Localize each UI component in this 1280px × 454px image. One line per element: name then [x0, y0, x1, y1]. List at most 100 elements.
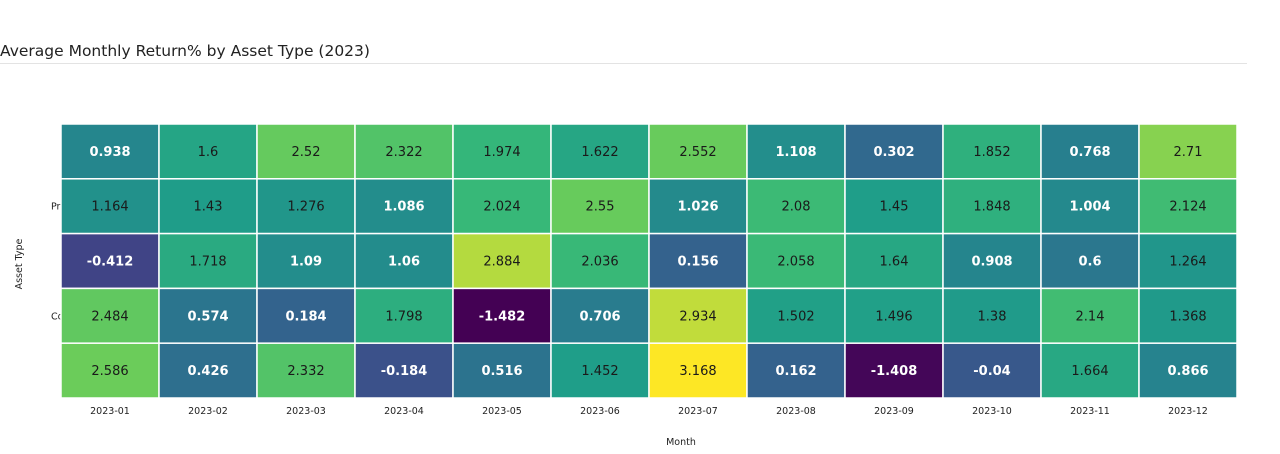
- heatmap-cell[interactable]: [648, 232, 748, 290]
- x-axis-title: Month: [666, 437, 696, 448]
- x-tick-label: 2023-07: [678, 406, 718, 417]
- heatmap-cell[interactable]: [1138, 287, 1238, 344]
- cell-value-label: 2.52: [292, 145, 321, 160]
- cell-value-label: 2.71: [1174, 145, 1203, 160]
- heatmap-cell[interactable]: [550, 342, 650, 399]
- heatmap-cell[interactable]: [256, 342, 356, 399]
- heatmap-cell[interactable]: [1040, 342, 1140, 399]
- heatmap-cells: 0.938 1.6 2.52 2.322 1.974 1.622 2.552 1.108 0.3…: [60, 123, 1238, 399]
- cell-value-label: 2.14: [1076, 309, 1105, 324]
- cell-value-label: 1.45: [880, 200, 909, 215]
- heatmap-cell[interactable]: [158, 287, 258, 344]
- cell-value-label: 2.322: [385, 145, 422, 160]
- heatmap-cell[interactable]: [550, 123, 650, 180]
- heatmap-cell[interactable]: [550, 178, 650, 235]
- heatmap-cell[interactable]: [452, 342, 552, 399]
- heatmap-cell[interactable]: [354, 178, 454, 235]
- cell-value-label: 1.502: [777, 309, 814, 324]
- chart-title: Average Monthly Return% by Asset Type (2…: [0, 42, 370, 60]
- heatmap-cell[interactable]: [942, 232, 1042, 290]
- cell-value-label: 2.552: [679, 145, 716, 160]
- heatmap-cell[interactable]: [942, 178, 1042, 235]
- cell-value-label: 0.184: [285, 309, 326, 324]
- cell-value-label: 1.848: [973, 200, 1010, 215]
- cell-value-label: 3.168: [679, 364, 716, 379]
- cell-value-label: 1.622: [581, 145, 618, 160]
- heatmap-cell[interactable]: [1138, 178, 1238, 235]
- cell-value-label: 1.06: [388, 255, 420, 270]
- cell-value-label: 2.036: [581, 255, 618, 270]
- cell-value-label: 1.64: [880, 255, 909, 270]
- x-tick-label: 2023-01: [90, 406, 130, 417]
- heatmap-cell[interactable]: [746, 287, 846, 344]
- heatmap-cell[interactable]: [844, 342, 944, 399]
- heatmap-cell[interactable]: [648, 123, 748, 180]
- cell-value-label: 2.124: [1169, 200, 1206, 215]
- heatmap-cell[interactable]: [452, 123, 552, 180]
- x-tick-label: 2023-09: [874, 406, 914, 417]
- x-tick-label: 2023-12: [1168, 406, 1208, 417]
- cell-value-label: 1.852: [973, 145, 1010, 160]
- heatmap-cell[interactable]: [452, 178, 552, 235]
- heatmap-cell[interactable]: [942, 287, 1042, 344]
- cell-value-label: 0.6: [1078, 255, 1101, 270]
- heatmap-cell[interactable]: [550, 287, 650, 344]
- cell-value-label: 0.768: [1069, 145, 1110, 160]
- cell-value-label: 0.302: [873, 145, 914, 160]
- heatmap-cell[interactable]: [844, 232, 944, 290]
- cell-value-label: 1.108: [775, 145, 816, 160]
- x-tick-label: 2023-06: [580, 406, 620, 417]
- cell-value-label: 1.38: [978, 309, 1007, 324]
- title-divider: [0, 63, 1247, 64]
- cell-value-label: 2.08: [782, 200, 811, 215]
- cell-value-label: 0.156: [677, 255, 718, 270]
- heatmap-cell[interactable]: [256, 123, 356, 180]
- x-tick-label: 2023-11: [1070, 406, 1110, 417]
- heatmap-cell[interactable]: [158, 342, 258, 399]
- heatmap-cell[interactable]: [354, 287, 454, 344]
- cell-value-label: 1.974: [483, 145, 520, 160]
- cell-value-label: 1.086: [383, 200, 424, 215]
- heatmap-cell[interactable]: [1138, 123, 1238, 180]
- y-tick-label: Pri: [51, 202, 63, 213]
- cell-value-label: -1.482: [479, 309, 526, 324]
- cell-value-label: 2.934: [679, 309, 716, 324]
- cell-value-label: -0.184: [381, 364, 428, 379]
- cell-value-label: 1.264: [1169, 255, 1206, 270]
- cell-value-label: 2.484: [91, 309, 128, 324]
- y-tick-label: Co: [51, 311, 64, 322]
- heatmap-cell[interactable]: [452, 232, 552, 290]
- cell-value-label: 2.332: [287, 364, 324, 379]
- cell-value-label: 1.164: [91, 200, 128, 215]
- x-tick-label: 2023-10: [972, 406, 1012, 417]
- x-tick-label: 2023-02: [188, 406, 228, 417]
- x-tick-label: 2023-04: [384, 406, 424, 417]
- cell-value-label: 1.43: [194, 200, 223, 215]
- cell-value-label: 2.55: [586, 200, 615, 215]
- cell-value-label: 0.866: [1167, 364, 1208, 379]
- cell-value-label: 1.6: [198, 145, 219, 160]
- cell-value-label: 2.058: [777, 255, 814, 270]
- heatmap-cell[interactable]: [256, 178, 356, 235]
- heatmap-cell[interactable]: [1138, 342, 1238, 399]
- cell-value-label: 1.09: [290, 255, 322, 270]
- heatmap-cell[interactable]: [648, 287, 748, 344]
- x-tick-label: 2023-05: [482, 406, 522, 417]
- heatmap-cell[interactable]: [648, 342, 748, 399]
- cell-value-label: 1.026: [677, 200, 718, 215]
- heatmap-cell[interactable]: [746, 342, 846, 399]
- heatmap-cell[interactable]: [354, 123, 454, 180]
- x-axis-ticks: 2023-01 2023-02 2023-03 2023-04 2023-05 2023-…: [90, 406, 1208, 417]
- heatmap-cell[interactable]: [1040, 232, 1140, 290]
- y-axis-ticks: Pri Co: [51, 202, 64, 323]
- cell-value-label: 2.884: [483, 255, 520, 270]
- x-tick-label: 2023-08: [776, 406, 816, 417]
- cell-value-label: 1.718: [189, 255, 226, 270]
- y-axis-title: Asset Type: [14, 238, 25, 289]
- heatmap-cell[interactable]: [60, 287, 160, 344]
- cell-value-label: -0.412: [87, 255, 134, 270]
- heatmap-cell[interactable]: [158, 178, 258, 235]
- cell-value-label: 0.426: [187, 364, 228, 379]
- heatmap-cell[interactable]: [746, 178, 846, 235]
